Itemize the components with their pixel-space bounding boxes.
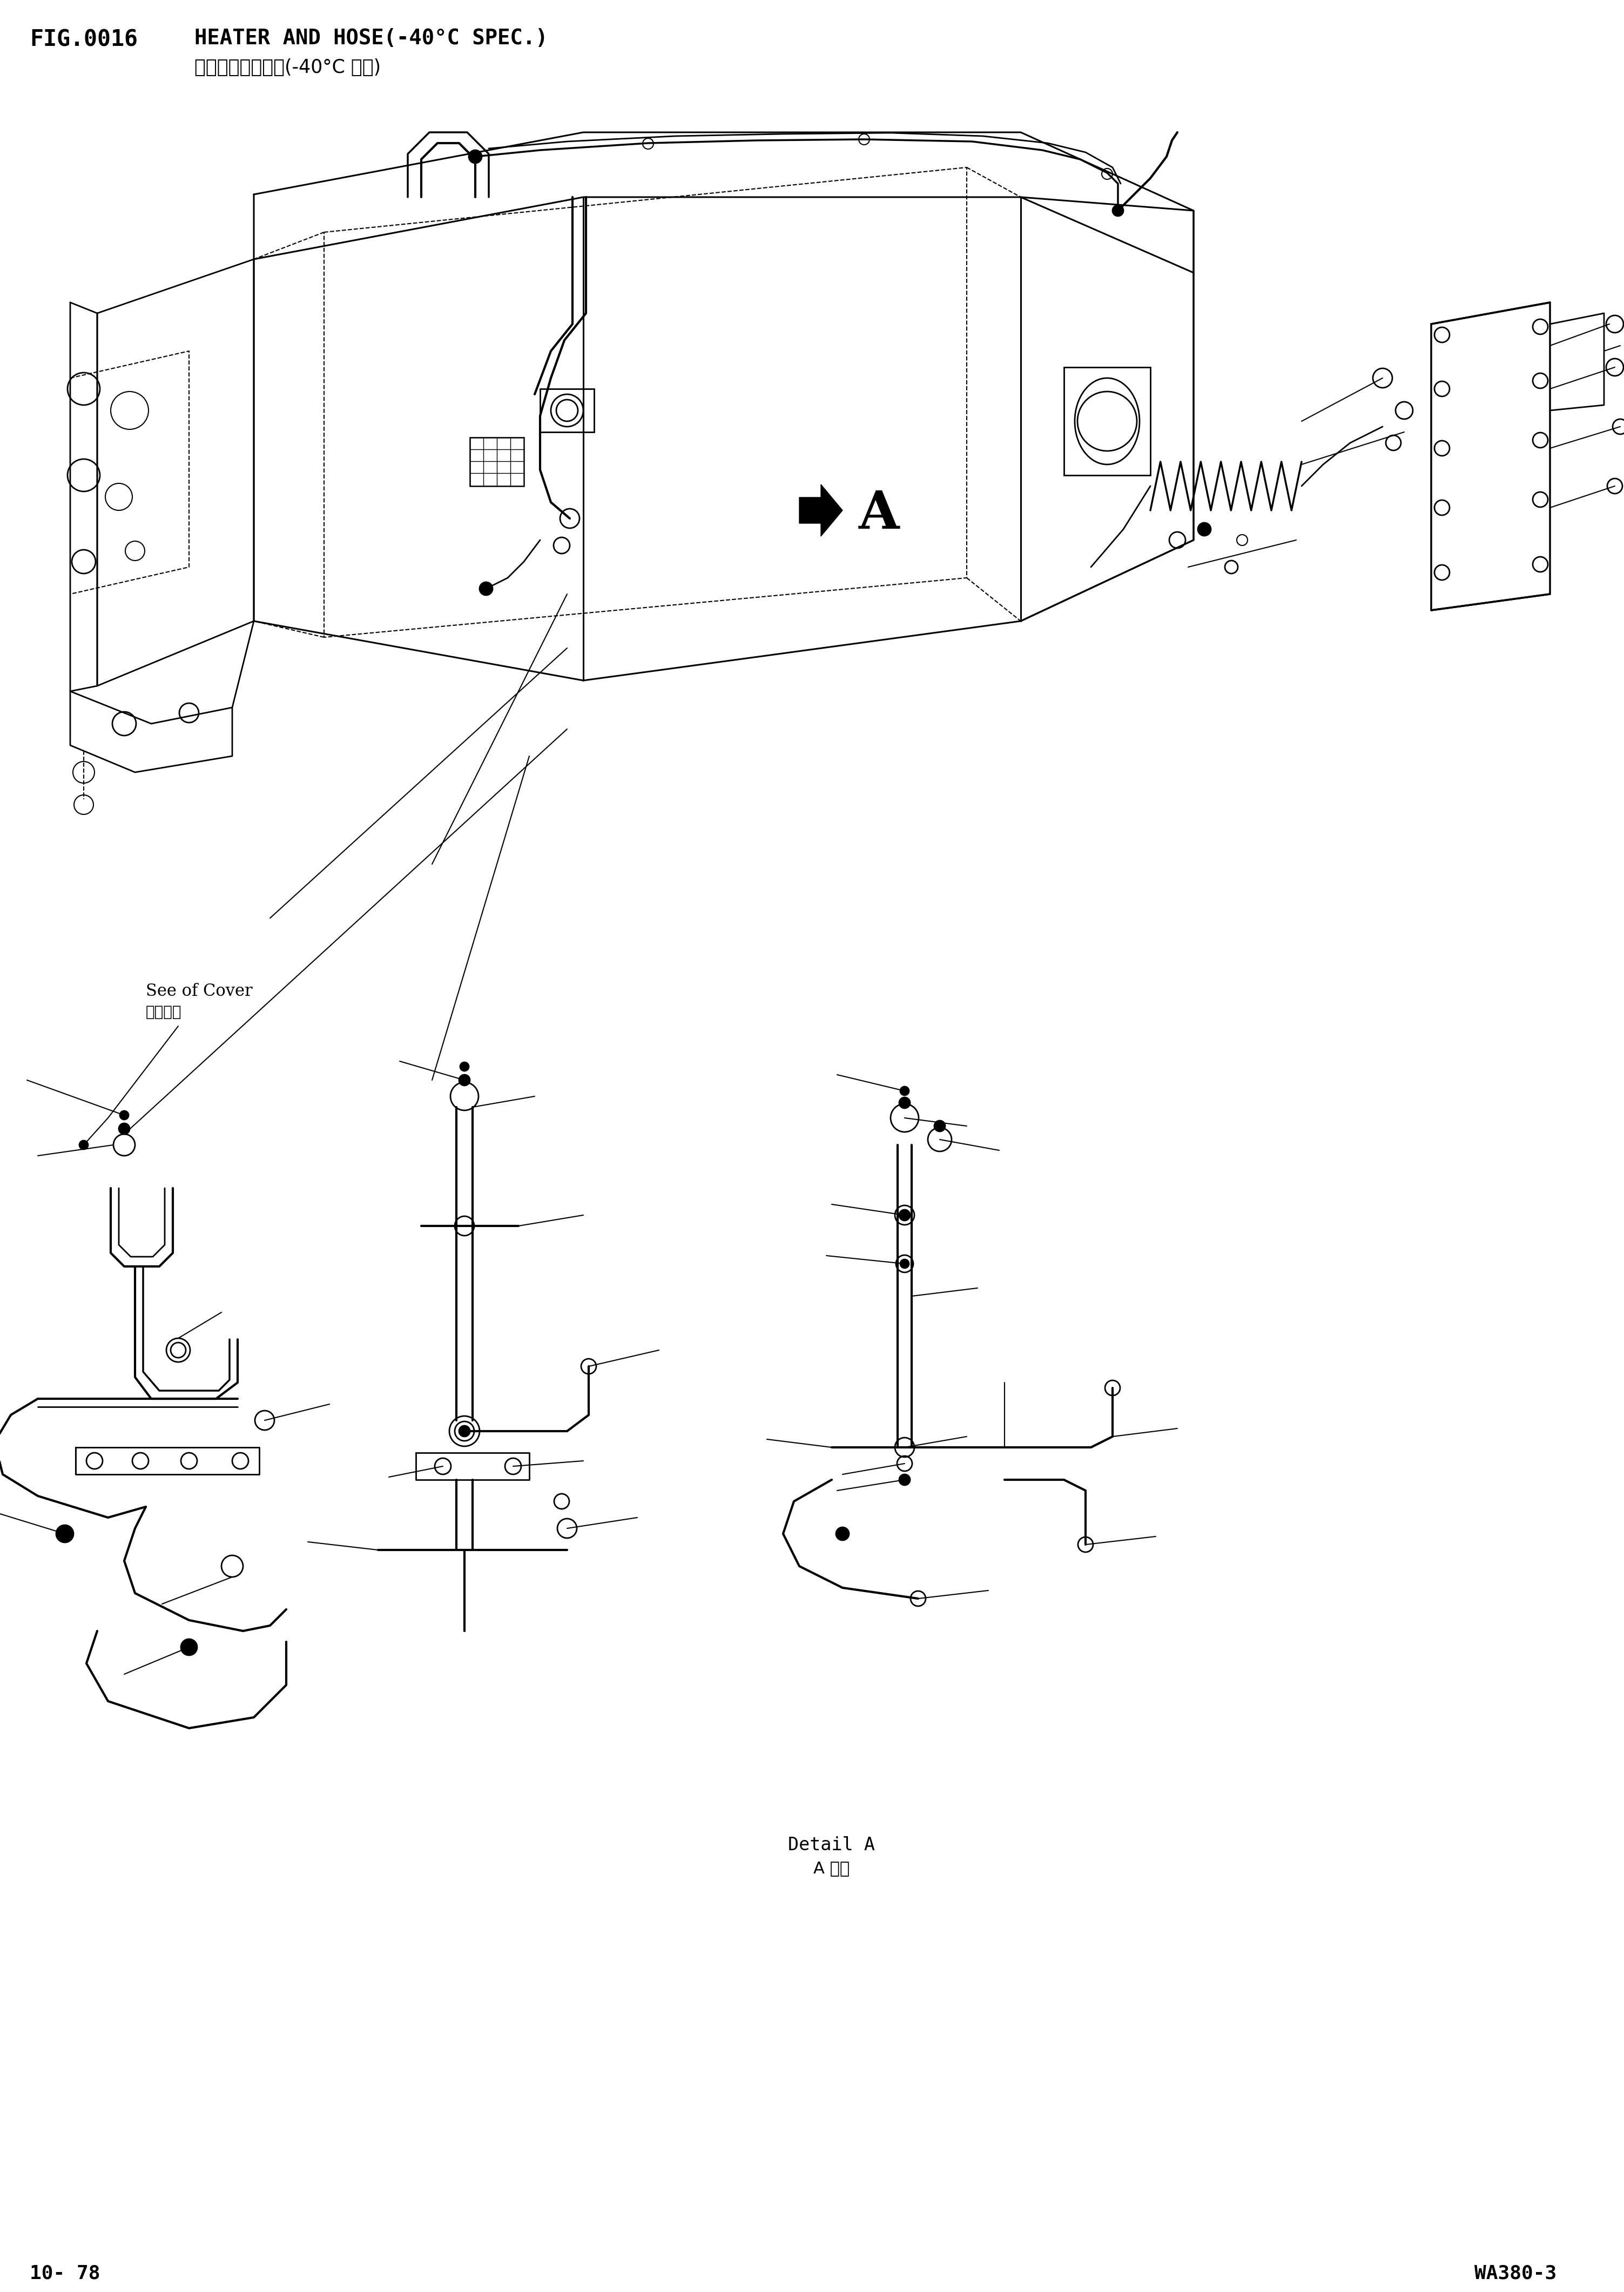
Circle shape	[80, 1141, 88, 1148]
Text: 车载加热系统管路(-40°C 仕样): 车载加热系统管路(-40°C 仕样)	[195, 57, 380, 76]
Text: A: A	[859, 488, 900, 539]
Circle shape	[1112, 206, 1124, 215]
Circle shape	[460, 1075, 469, 1086]
Text: See of Cover: See of Cover	[146, 983, 253, 999]
Circle shape	[469, 151, 482, 163]
Circle shape	[57, 1524, 73, 1543]
Text: 参照盖子: 参照盖子	[146, 1004, 182, 1020]
Circle shape	[900, 1258, 909, 1267]
Text: FIG.0016: FIG.0016	[29, 28, 138, 50]
Circle shape	[900, 1474, 909, 1485]
Bar	[469, 438, 525, 486]
Circle shape	[900, 1086, 909, 1096]
Text: HEATER AND HOSE(-40°C SPEC.): HEATER AND HOSE(-40°C SPEC.)	[195, 28, 547, 48]
Circle shape	[934, 1121, 945, 1132]
Circle shape	[1199, 523, 1212, 536]
Circle shape	[180, 1639, 197, 1655]
Circle shape	[119, 1123, 130, 1135]
Circle shape	[836, 1526, 849, 1540]
Circle shape	[120, 1112, 128, 1118]
Text: 10- 78: 10- 78	[29, 2264, 101, 2283]
Circle shape	[900, 1098, 909, 1109]
Circle shape	[900, 1210, 909, 1222]
Bar	[1064, 367, 1150, 474]
Text: A 详细: A 详细	[814, 1861, 849, 1877]
Circle shape	[460, 1426, 469, 1437]
Circle shape	[479, 582, 492, 596]
Text: WA380-3: WA380-3	[1475, 2264, 1557, 2283]
Polygon shape	[799, 484, 843, 536]
Bar	[541, 390, 594, 433]
Circle shape	[460, 1061, 469, 1070]
Text: Detail A: Detail A	[788, 1836, 875, 1854]
